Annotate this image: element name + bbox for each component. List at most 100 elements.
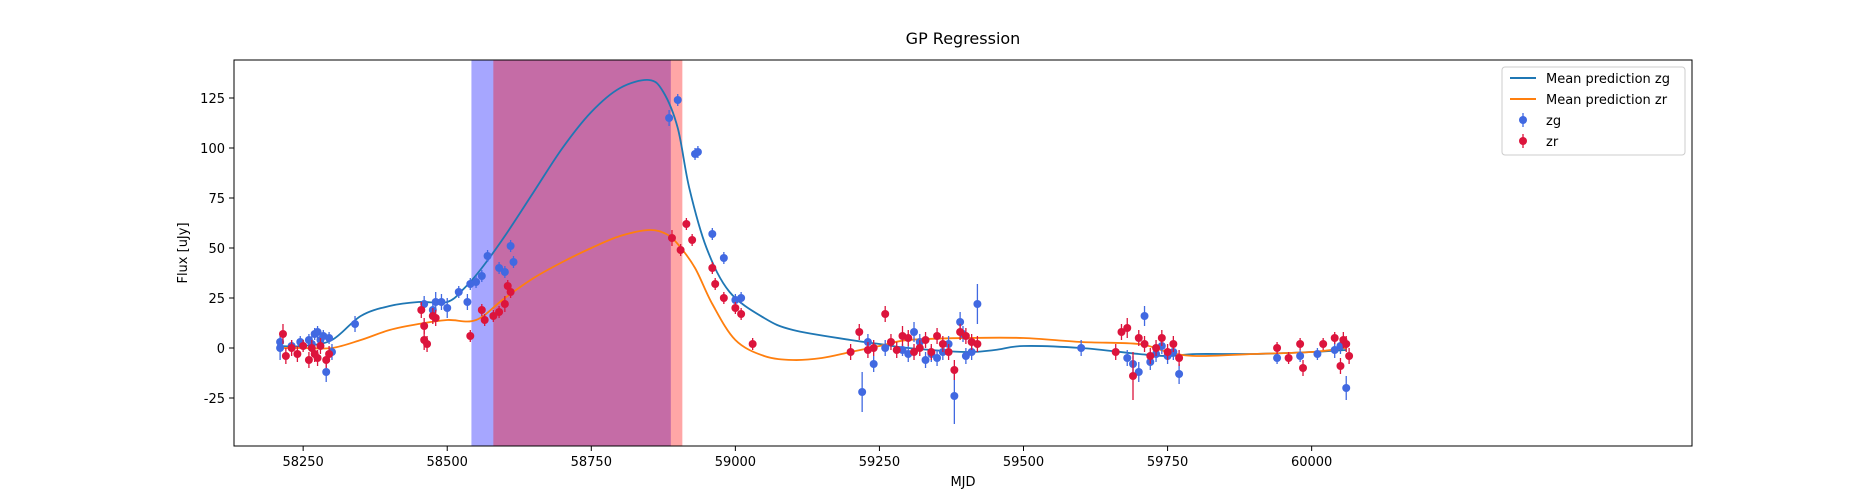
data-point-zr xyxy=(293,346,302,362)
marker xyxy=(737,294,746,302)
data-point-zg xyxy=(276,336,285,360)
data-point-zg xyxy=(431,292,440,312)
marker xyxy=(431,314,440,322)
marker xyxy=(1077,344,1086,352)
data-point-zr xyxy=(431,310,440,326)
data-point-zg xyxy=(483,250,492,262)
x-tick-label: 58500 xyxy=(427,455,468,470)
legend-label: zg xyxy=(1546,114,1561,129)
data-point-zr xyxy=(927,344,936,360)
data-point-zg xyxy=(1342,376,1351,400)
marker xyxy=(477,272,486,280)
marker xyxy=(1175,354,1184,362)
marker xyxy=(307,344,316,352)
data-point-zg xyxy=(719,252,728,264)
marker xyxy=(892,346,901,354)
marker xyxy=(708,230,717,238)
marker xyxy=(1284,354,1293,362)
marker xyxy=(858,388,867,396)
data-point-zg xyxy=(1330,342,1339,358)
marker xyxy=(881,310,890,318)
marker xyxy=(921,356,930,364)
data-point-zg xyxy=(472,276,481,288)
marker xyxy=(287,344,296,352)
marker xyxy=(304,356,313,364)
marker xyxy=(719,294,728,302)
data-point-zr xyxy=(846,344,855,360)
data-point-zr xyxy=(500,296,509,312)
data-point-zg xyxy=(1123,350,1132,366)
x-tick-label: 59500 xyxy=(1003,455,1044,470)
marker xyxy=(506,242,515,250)
marker xyxy=(1330,346,1339,354)
data-point-zr xyxy=(933,328,942,344)
marker xyxy=(693,148,702,156)
marker xyxy=(443,304,452,312)
marker xyxy=(437,298,446,306)
legend-label: Mean prediction zg xyxy=(1546,72,1670,87)
data-point-zg xyxy=(477,270,486,282)
y-tick-label: 50 xyxy=(208,242,225,257)
marker xyxy=(278,330,287,338)
marker xyxy=(1273,354,1282,362)
data-point-zr xyxy=(1345,348,1354,364)
marker xyxy=(1169,340,1178,348)
marker xyxy=(846,348,855,356)
spans-layer xyxy=(471,60,683,446)
marker xyxy=(1123,324,1132,332)
data-point-zr xyxy=(417,302,426,318)
data-point-zg xyxy=(910,322,919,342)
x-tick-label: 58250 xyxy=(282,455,323,470)
x-tick-label: 60000 xyxy=(1291,455,1332,470)
data-point-zg xyxy=(506,240,515,252)
data-point-zr xyxy=(961,328,970,344)
data-point-zr xyxy=(855,324,864,340)
data-point-zr xyxy=(495,306,504,318)
data-point-zr xyxy=(869,340,878,356)
marker xyxy=(869,344,878,352)
x-tick-label: 59750 xyxy=(1147,455,1188,470)
data-point-zg xyxy=(921,352,930,368)
marker xyxy=(1273,344,1282,352)
marker xyxy=(973,300,982,308)
marker xyxy=(299,342,308,350)
data-point-zg xyxy=(1077,340,1086,356)
marker xyxy=(1342,340,1351,348)
data-point-zr xyxy=(731,302,740,314)
data-point-zr xyxy=(304,352,313,368)
marker xyxy=(676,246,685,254)
marker xyxy=(431,298,440,306)
data-point-zr xyxy=(287,340,296,356)
marker xyxy=(910,348,919,356)
marker xyxy=(950,366,959,374)
marker xyxy=(673,96,682,104)
data-point-zg xyxy=(869,356,878,372)
marker xyxy=(313,354,322,362)
marker xyxy=(944,348,953,356)
marker xyxy=(708,264,717,272)
data-point-zg xyxy=(351,316,360,332)
data-point-zr xyxy=(881,306,890,322)
x-tick-label: 59250 xyxy=(859,455,900,470)
data-point-zr xyxy=(944,344,953,360)
marker xyxy=(1129,372,1138,380)
marker xyxy=(420,322,429,330)
data-point-zr xyxy=(1123,318,1132,338)
data-point-zr xyxy=(1111,344,1120,360)
marker xyxy=(682,220,691,228)
marker xyxy=(281,352,290,360)
marker xyxy=(1342,384,1351,392)
data-point-zr xyxy=(1169,336,1178,352)
marker xyxy=(313,328,322,336)
y-tick-label: -25 xyxy=(204,392,225,407)
data-point-zr xyxy=(892,342,901,358)
span-zr xyxy=(493,60,683,446)
marker xyxy=(1140,340,1149,348)
marker xyxy=(748,340,757,348)
marker xyxy=(322,356,331,364)
data-point-zg xyxy=(933,350,942,366)
marker xyxy=(973,340,982,348)
marker xyxy=(1163,348,1172,356)
marker xyxy=(495,264,504,272)
